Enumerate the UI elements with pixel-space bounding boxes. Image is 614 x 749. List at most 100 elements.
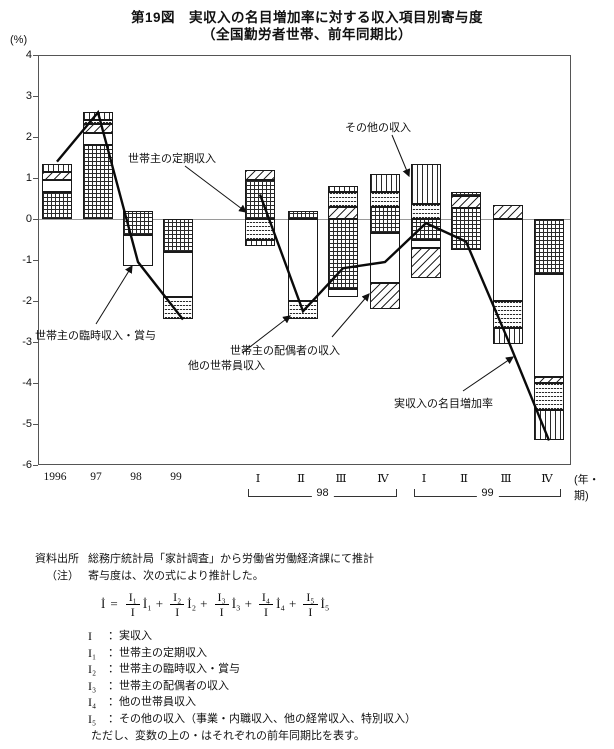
y-axis-tick-mark: [33, 137, 38, 138]
bar-segment-diagonal: [493, 205, 523, 219]
annotation-label: その他の収入: [345, 122, 411, 134]
fraction: I₂ I: [170, 591, 185, 619]
bar-segment-diagonal: [42, 171, 72, 181]
annotation-label: 世帯主の定期収入: [128, 153, 216, 165]
bar-segment-plain: [534, 274, 564, 377]
bar-segment-plain: [42, 180, 72, 193]
bar-segment-check: [451, 207, 481, 250]
annotation-label: 実収入の名目増加率: [394, 398, 493, 410]
fraction-denominator: I: [130, 605, 135, 619]
bar-segment-check: [411, 219, 441, 240]
fraction-denominator: I: [175, 605, 180, 619]
bar-segment-wave: [288, 301, 318, 320]
bar-segment-check: [328, 219, 358, 289]
definition-row: I₁ ：世帯主の定期収入: [88, 645, 601, 662]
y-axis-tick-mark: [33, 96, 38, 97]
fraction-numerator: I₄: [258, 591, 274, 605]
x-axis-label: Ⅰ: [255, 473, 261, 485]
bar-segment-plain: [370, 233, 400, 283]
bar-segment-diagonal: [245, 169, 275, 181]
bar-segment-wave: [493, 301, 523, 328]
definition-text: ：世帯主の定期収入: [108, 646, 207, 659]
y-axis-tick-mark: [33, 342, 38, 343]
formula-term: I₂ I İ₂: [167, 591, 196, 618]
fraction-denominator: I: [264, 605, 268, 619]
bar-segment-vertical: [42, 163, 72, 172]
y-axis-tick-mark: [33, 301, 38, 302]
definition-row: I₄ ：他の世帯員収入: [88, 694, 601, 711]
x-axis-label: 1996: [43, 471, 67, 483]
y-axis-tick-label: 2: [25, 131, 32, 143]
annotation-label: 世帯主の臨時収入・賞与: [35, 330, 156, 342]
formula-term: I₁ I İ₁: [123, 591, 152, 618]
formula-terms: I₁ I İ₁ + I₂ I İ₂ + I₃ I İ₃ + I₄ I İ₄ + I₅ I İ₅: [123, 591, 329, 619]
y-axis-tick-label: -5: [22, 418, 32, 430]
fraction-denominator: I: [308, 605, 313, 619]
x-group-label: 99: [476, 487, 499, 499]
plus-sign: +: [200, 596, 208, 612]
fraction: I₃ I: [214, 591, 229, 619]
bar-segment-wave: [163, 296, 193, 320]
definition-text: ：世帯主の臨時収入・賞与: [108, 663, 240, 676]
formula-multiplier: İ₃: [231, 596, 241, 612]
definition-text: ：他の世帯員収入: [108, 696, 196, 709]
x-group-bracket: 99: [414, 487, 561, 499]
formula-lhs: İ: [101, 596, 106, 612]
plot-frame: [38, 55, 571, 465]
y-axis-tick-mark: [33, 424, 38, 425]
y-axis-tick-mark: [33, 55, 38, 56]
y-axis-tick-label: 1: [25, 172, 32, 184]
bar-segment-vertical: [534, 409, 564, 441]
y-axis-tick-label: 4: [25, 49, 32, 61]
x-axis-label: 99: [170, 471, 182, 483]
y-axis-tick-label: -3: [22, 336, 32, 348]
bar-segment-check: [42, 192, 72, 219]
bar-segment-check: [163, 219, 193, 252]
bar-segment-plain: [493, 219, 523, 301]
x-axis-unit-label: (年・期): [574, 474, 600, 502]
fraction: I₅ I: [303, 591, 318, 619]
formula-term: I₅ I İ₅: [300, 591, 329, 618]
formula-multiplier: İ₅: [320, 596, 330, 612]
definition-symbol: I₂: [88, 662, 97, 677]
y-axis-tick-mark: [33, 260, 38, 261]
formula-multiplier: İ₁: [142, 596, 152, 612]
y-axis-tick-mark: [33, 178, 38, 179]
definition-text: ：その他の収入（事業・内職収入、他の経常収入、特別収入）: [108, 712, 416, 725]
y-axis-unit-label: (%): [10, 34, 28, 46]
equals-sign: =: [110, 596, 118, 612]
fraction-denominator: I: [219, 605, 224, 619]
x-axis-label: Ⅱ: [460, 473, 468, 485]
y-axis-tick-label: -6: [22, 459, 32, 471]
definition-text: ：世帯主の配偶者の収入: [108, 679, 229, 692]
source-text: 総務庁統計局「家計調査」から労働省労働経済課にて推計: [88, 553, 374, 565]
y-axis-tick-label: 0: [25, 213, 32, 225]
bar-segment-wave: [83, 119, 113, 124]
formula-term: I₄ I İ₄: [256, 591, 285, 618]
definition-row: I ：実収入: [88, 628, 601, 645]
bar-segment-plain: [411, 239, 441, 248]
x-axis-label: 97: [90, 471, 102, 483]
bar-segment-wave: [245, 219, 275, 240]
variable-definitions: I ：実収入 I₁ ：世帯主の定期収入 I₂ ：世帯主の臨時収入・賞与 I₃ ：世帯主の配偶者…: [88, 628, 601, 728]
definition-symbol: I₄: [88, 695, 97, 710]
bar-segment-check: [370, 206, 400, 234]
bar-segment-vertical: [328, 186, 358, 193]
figure-title-line2: （全国勤労者世帯、前年同期比）: [202, 27, 412, 42]
bar-segment-check: [123, 210, 153, 236]
bar-segment-vertical: [493, 327, 523, 345]
notes-block: 資料出所 総務庁統計局「家計調査」から労働省労働経済課にて推計 （注） 寄与度は…: [35, 551, 601, 744]
bar-segment-wave: [534, 383, 564, 410]
x-axis-label: 98: [130, 471, 142, 483]
formula-multiplier: İ₄: [276, 596, 285, 612]
y-axis-tick-mark: [33, 219, 38, 220]
bar-segment-check: [245, 180, 275, 219]
annotation-label: 他の世帯員収入: [188, 360, 265, 372]
formula-footnote: ただし、変数の上の・はそれぞれの前年同期比を表す。: [91, 729, 365, 742]
figure-title-line1: 第19図 実収入の名目増加率に対する収入項目別寄与度: [130, 10, 483, 25]
bar-segment-check: [83, 145, 113, 219]
x-axis-label: Ⅳ: [377, 473, 389, 485]
definition-symbol: I₁: [88, 645, 97, 660]
bar-segment-wave: [370, 192, 400, 207]
bar-segment-plain: [328, 288, 358, 297]
